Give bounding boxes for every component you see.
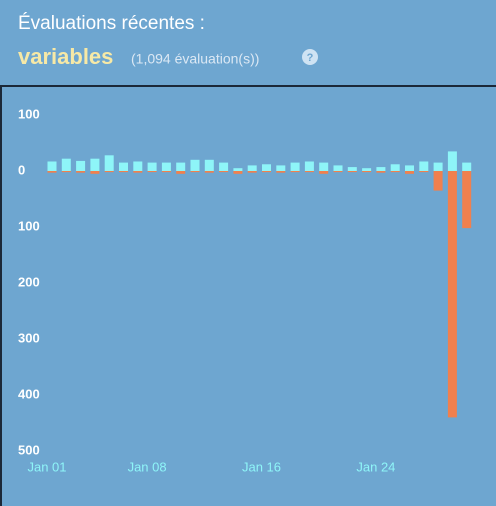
bar	[290, 162, 300, 171]
bar	[319, 171, 329, 174]
bar	[233, 168, 243, 171]
bar	[390, 164, 400, 171]
bar	[133, 171, 143, 173]
bar	[319, 162, 329, 171]
bar	[161, 162, 171, 171]
bar	[376, 167, 386, 171]
bar	[462, 162, 472, 171]
y-tick-label: 500	[18, 442, 40, 457]
bar	[76, 160, 86, 171]
bar	[76, 171, 86, 173]
bar	[161, 171, 171, 173]
bar	[433, 162, 443, 171]
y-tick-label: 100	[18, 218, 40, 233]
bar	[176, 171, 186, 174]
bar	[104, 155, 114, 171]
y-tick-label: 0	[18, 162, 25, 177]
bar	[204, 159, 214, 171]
bar	[204, 171, 214, 173]
bar	[447, 151, 457, 171]
bar	[147, 162, 157, 171]
bar	[333, 165, 343, 171]
review-count: (1,094 évaluation(s))	[131, 51, 259, 67]
bar	[362, 171, 372, 173]
bar	[290, 171, 300, 173]
bar	[405, 171, 414, 174]
y-tick-label: 100	[18, 106, 40, 121]
bar	[90, 171, 100, 174]
y-tick-label: 300	[18, 330, 40, 345]
bar	[219, 162, 229, 171]
bar	[104, 171, 114, 173]
bar	[190, 171, 200, 173]
bar	[176, 162, 186, 171]
bar	[147, 171, 157, 173]
y-tick-label: 200	[18, 274, 40, 289]
bar	[419, 161, 429, 171]
bar	[90, 158, 100, 171]
bar	[262, 171, 271, 173]
summary: variables	[18, 44, 113, 69]
bar	[61, 158, 71, 171]
bar	[119, 162, 128, 171]
bar	[447, 171, 457, 418]
bar	[333, 171, 343, 173]
bar	[390, 171, 400, 173]
bar	[47, 171, 57, 173]
bar	[47, 161, 57, 171]
bar	[233, 171, 243, 174]
bar	[133, 161, 143, 171]
bar	[247, 165, 257, 171]
bar	[219, 171, 229, 173]
y-tick-label: 400	[18, 386, 40, 401]
x-tick-label: Jan 16	[242, 459, 281, 474]
bar	[61, 171, 71, 173]
x-tick-label: Jan 08	[128, 459, 167, 474]
bar	[262, 164, 271, 171]
x-tick-label: Jan 01	[27, 459, 66, 474]
title: Évaluations récentes :	[18, 13, 205, 34]
bar	[362, 168, 372, 171]
bar	[376, 171, 386, 173]
bar	[247, 171, 257, 173]
bar	[304, 171, 314, 173]
bar	[304, 161, 314, 171]
bar	[462, 171, 472, 229]
bar	[190, 159, 200, 171]
x-tick-label: Jan 24	[356, 459, 395, 474]
bar	[119, 171, 128, 173]
bar	[347, 167, 357, 171]
bar	[433, 171, 443, 191]
help-icon[interactable]	[302, 49, 318, 65]
help-icon-text[interactable]: ?	[307, 52, 314, 64]
bar	[276, 165, 286, 171]
bar	[405, 165, 414, 171]
bar	[347, 171, 357, 173]
bar	[276, 171, 286, 173]
bar	[419, 171, 429, 173]
